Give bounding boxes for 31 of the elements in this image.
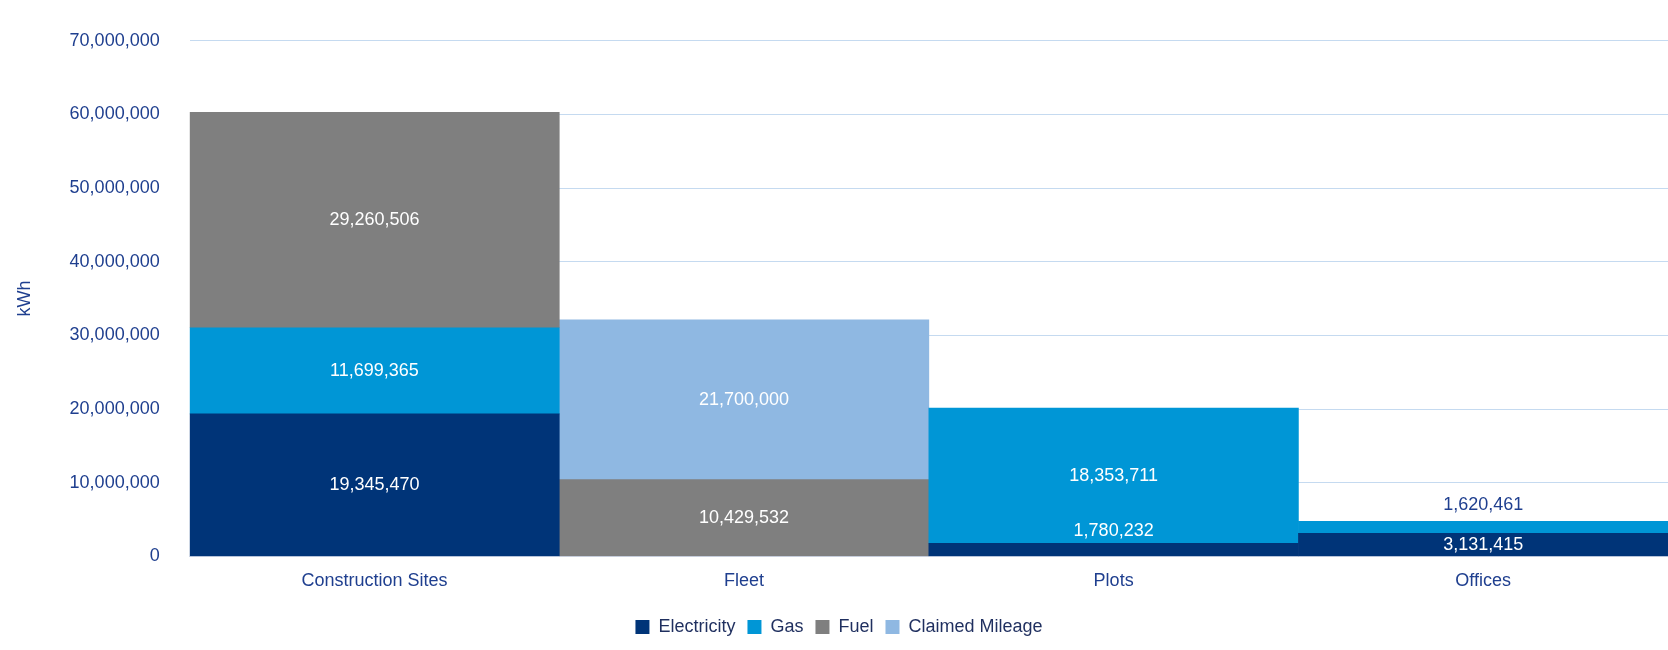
data-label: 3,131,415 bbox=[1443, 533, 1524, 554]
y-tick-label: 40,000,000 bbox=[69, 250, 160, 271]
data-label: 11,699,365 bbox=[330, 359, 419, 380]
y-tick-label: 50,000,000 bbox=[69, 177, 160, 198]
x-tick-label: Construction Sites bbox=[301, 570, 448, 591]
y-tick-label: 70,000,000 bbox=[69, 29, 160, 50]
y-axis-title: kWh bbox=[13, 280, 34, 317]
y-tick-label: 30,000,000 bbox=[69, 324, 160, 345]
data-label: 1,620,461 bbox=[1443, 494, 1524, 515]
y-tick-label: 20,000,000 bbox=[69, 398, 160, 419]
bar bbox=[558, 319, 930, 480]
data-label: 10,429,532 bbox=[699, 506, 790, 527]
y-tick-label: 0 bbox=[149, 545, 160, 566]
x-tick-label: Offices bbox=[1455, 570, 1512, 591]
data-label: 19,345,470 bbox=[329, 473, 420, 494]
legend-label: Gas bbox=[770, 615, 804, 636]
bar bbox=[189, 327, 560, 415]
data-label: 29,260,506 bbox=[329, 208, 420, 229]
bar bbox=[189, 413, 560, 557]
data-label: 18,353,711 bbox=[1069, 464, 1159, 485]
data-label: 1,780,232 bbox=[1073, 520, 1154, 541]
y-tick-label: 10,000,000 bbox=[69, 471, 160, 492]
legend-label: Electricity bbox=[658, 615, 736, 636]
data-label: 21,700,000 bbox=[699, 388, 790, 409]
bar bbox=[558, 479, 930, 557]
bar bbox=[189, 111, 560, 329]
x-tick-label: Plots bbox=[1093, 570, 1134, 591]
x-tick-label: Fleet bbox=[724, 570, 765, 591]
y-tick-label: 60,000,000 bbox=[69, 103, 160, 124]
legend-label: Fuel bbox=[838, 615, 874, 636]
legend-label: Claimed Mileage bbox=[908, 615, 1043, 636]
